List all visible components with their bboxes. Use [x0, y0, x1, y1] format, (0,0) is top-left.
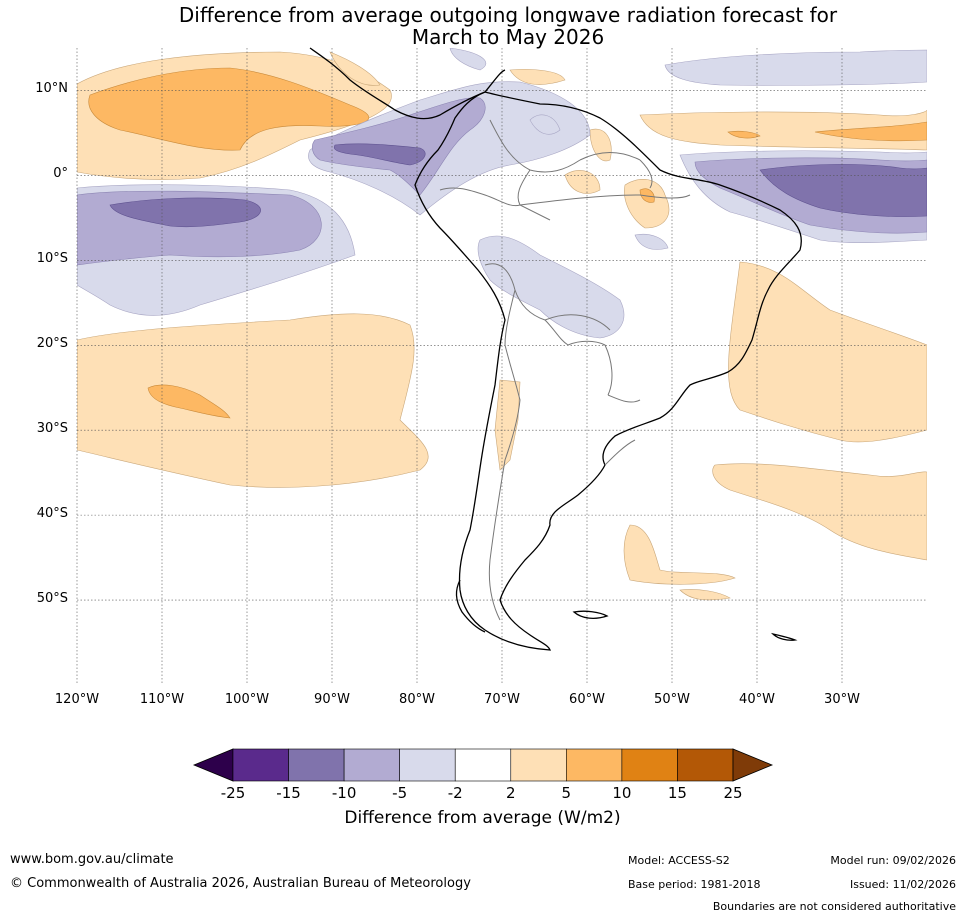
footer-base-period: Base period: 1981-2018	[628, 878, 761, 891]
footer-model-run: Model run: 09/02/2026	[830, 854, 956, 867]
colorbar-swatch	[510, 748, 567, 782]
country-boundaries	[439, 119, 691, 621]
colorbar-swatch	[566, 748, 623, 782]
colorbar-tick-label: 10	[612, 784, 632, 802]
longitude-label: 120°W	[54, 692, 100, 707]
longitude-label: 80°W	[399, 692, 435, 707]
longitude-label: 100°W	[224, 692, 270, 707]
longitude-label: 40°W	[739, 692, 775, 707]
colorbar	[192, 748, 774, 782]
footer-model: Model: ACCESS-S2	[628, 854, 730, 867]
coastlines	[309, 47, 802, 651]
colorbar-tick-label: 15	[667, 784, 687, 802]
longitude-label: 60°W	[569, 692, 605, 707]
longitude-label: 110°W	[139, 692, 185, 707]
latitude-label: 20°S	[36, 336, 68, 352]
anomaly-neg10-neg15-regions	[109, 143, 927, 228]
footer-issued: Issued: 11/02/2026	[849, 878, 956, 891]
anomaly-5-10-regions	[88, 67, 927, 419]
colorbar-tick-label: -25	[220, 784, 246, 802]
colorbar-swatch	[677, 748, 734, 782]
latitude-label: 40°S	[36, 506, 68, 522]
colorbar-swatch	[454, 748, 512, 782]
longitude-label: 70°W	[484, 692, 520, 707]
latitude-label: 50°S	[36, 591, 68, 607]
colorbar-label: Difference from average (W/m2)	[344, 808, 621, 828]
latitude-label: 0°	[53, 166, 68, 182]
colorbar-extend-high	[732, 748, 774, 782]
colorbar-swatch	[621, 748, 678, 782]
latitude-label: 10°N	[35, 81, 68, 97]
chart-title: Difference from average outgoing longwav…	[0, 4, 965, 48]
title-line-1: Difference from average outgoing longwav…	[178, 3, 838, 27]
latitude-label: 30°S	[36, 421, 68, 437]
colorbar-swatch	[232, 748, 289, 782]
title-line-2: March to May 2026	[411, 25, 605, 49]
longitude-label: 90°W	[314, 692, 350, 707]
colorbar-tick-label: 25	[723, 784, 743, 802]
colorbar-tick-label: -15	[276, 784, 301, 802]
colorbar-swatch	[343, 748, 400, 782]
latitude-label: 10°S	[36, 251, 68, 267]
colorbar-tick-label: -2	[447, 784, 463, 802]
longitude-label: 30°W	[824, 692, 860, 707]
colorbar-tick-label: 2	[505, 784, 516, 802]
footer-copyright: © Commonwealth of Australia 2026, Austra…	[10, 876, 471, 891]
colorbar-tick-label: -10	[331, 784, 357, 802]
longitude-label: 50°W	[654, 692, 690, 707]
colorbar-extend-low	[192, 748, 234, 782]
graticule	[76, 48, 927, 685]
footer-disclaimer: Boundaries are not considered authoritat…	[712, 900, 956, 913]
colorbar-swatch	[399, 748, 456, 782]
colorbar-swatch	[288, 748, 345, 782]
footer-website[interactable]: www.bom.gov.au/climate	[10, 852, 174, 867]
colorbar-tick-label: -5	[392, 784, 408, 802]
colorbar-tick-label: 5	[561, 784, 572, 802]
